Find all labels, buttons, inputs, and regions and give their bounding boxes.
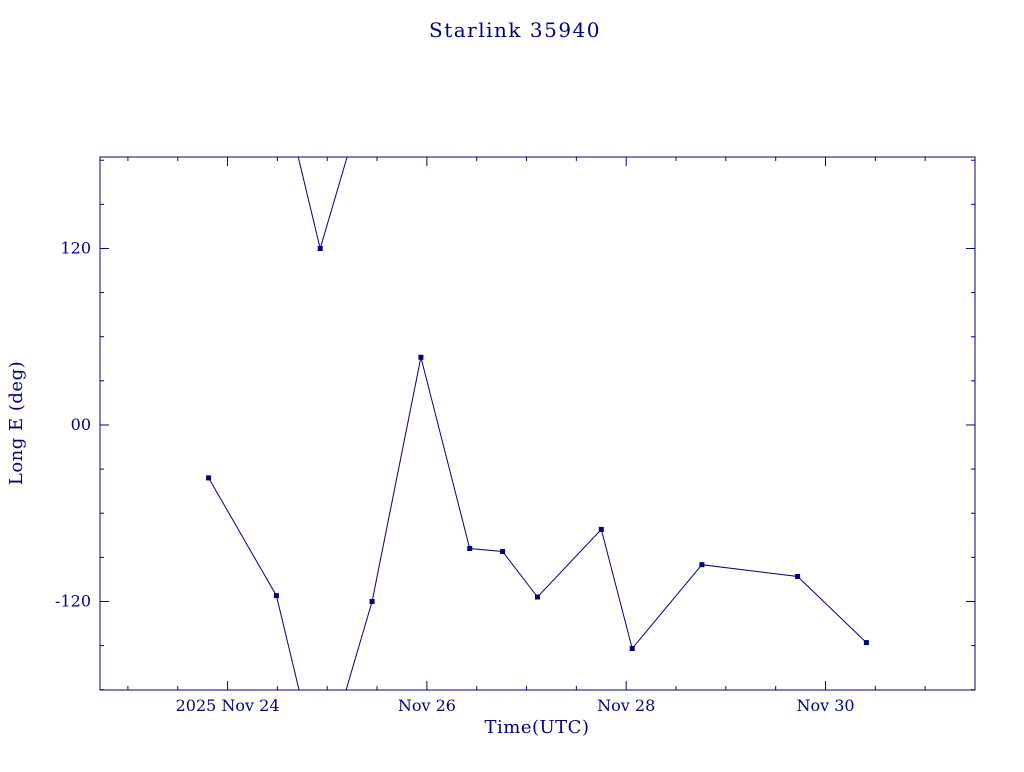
y-tick-label: 120 [60,238,91,257]
data-point-marker [535,594,540,600]
longitude-series [208,157,867,690]
data-point-marker [699,562,705,568]
data-point-marker [369,599,375,604]
data-point-marker [317,246,323,251]
data-point-marker [629,646,635,651]
data-point-marker [863,640,869,646]
x-tick-label: Nov 26 [398,696,456,715]
data-point-marker [273,593,279,599]
data-point-marker [795,574,801,579]
data-point-markers [206,246,869,651]
y-axis-label: Long E (deg) [6,361,27,485]
data-point-marker [418,354,424,360]
data-point-marker [467,546,473,551]
plot-frame [99,156,976,691]
data-point-marker [500,549,506,554]
axis-ticks [100,157,976,691]
y-tick-label: -120 [55,591,91,610]
chart-title: Starlink 35940 [429,18,601,42]
x-tick-label: 2025 Nov 24 [176,696,280,715]
series-polyline [208,357,867,690]
x-tick-label: Nov 30 [796,696,854,715]
y-tick-label: 00 [71,415,91,434]
data-point-marker [598,526,604,532]
x-tick-label: Nov 28 [597,696,655,715]
axis-tick-labels: 2025 Nov 24 Nov 26 Nov 28 Nov 30 -120 00 120 [55,238,855,715]
data-point-marker [206,475,212,481]
x-axis-label: Time(UTC) [485,717,590,738]
